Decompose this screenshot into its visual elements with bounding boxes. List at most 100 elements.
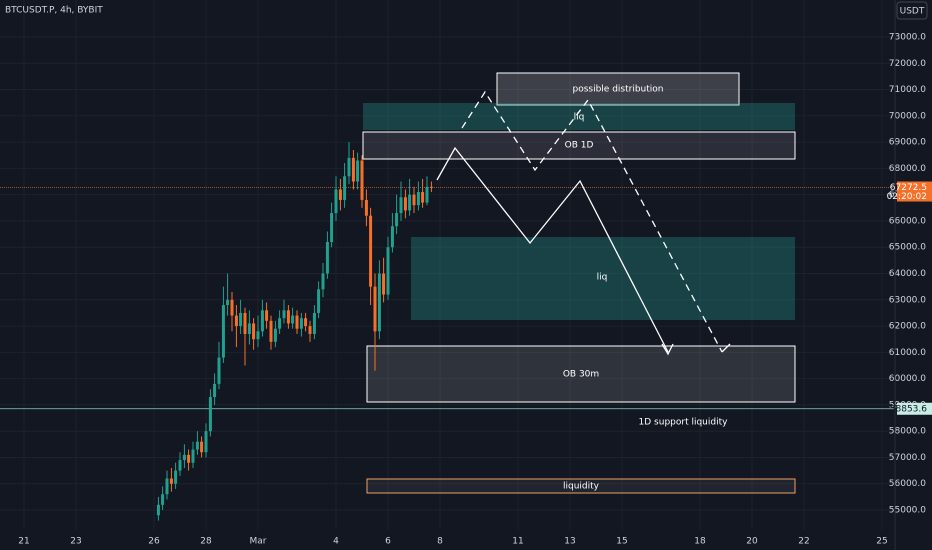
annotation: liq — [574, 113, 585, 123]
ob-box — [366, 345, 796, 403]
path-arrow — [436, 146, 669, 353]
candle-body — [213, 383, 217, 398]
x-tick-label: 4 — [333, 537, 339, 547]
last-price-label: 67272.5 — [890, 183, 927, 193]
x-tick-label: 13 — [564, 537, 575, 547]
currency-button[interactable] — [896, 1, 928, 20]
candle-body — [321, 273, 325, 290]
candle-body — [369, 215, 373, 287]
candle-body — [226, 299, 230, 306]
y-tick-label: 62000.0 — [889, 322, 926, 332]
liq-zone — [363, 103, 795, 130]
y-tick-label: 61000.0 — [889, 348, 926, 358]
support-tag — [897, 402, 932, 415]
candle-body — [182, 454, 186, 461]
annotation: liq — [597, 273, 608, 283]
candle-body — [399, 197, 403, 214]
y-tick-label: 65000.0 — [889, 243, 926, 253]
x-tick-label: 21 — [18, 537, 29, 547]
candle-body — [269, 320, 273, 342]
candle-body — [243, 312, 247, 334]
x-tick-label: 22 — [798, 537, 809, 547]
candle-body — [174, 470, 178, 484]
distribution-box — [496, 72, 740, 106]
candle-body — [165, 478, 169, 495]
y-tick-label: 69000.0 — [889, 138, 926, 148]
candle-body — [265, 310, 269, 321]
x-tick-label: 11 — [512, 537, 523, 547]
candle-body — [390, 226, 394, 248]
liq-zone — [411, 237, 795, 320]
x-tick-label: 23 — [70, 537, 81, 547]
candle-body — [217, 357, 221, 384]
y-tick-label: 70000.0 — [889, 111, 926, 121]
candle-body — [273, 328, 277, 342]
candle-body — [330, 213, 334, 242]
liquidity-box — [366, 478, 796, 494]
candle-body — [317, 289, 321, 313]
support-label: 58853.6 — [890, 404, 927, 414]
candle-body — [256, 331, 260, 340]
y-tick-label: 57000.0 — [889, 453, 926, 463]
candle-body — [161, 494, 165, 505]
candle-body — [403, 197, 407, 211]
candle-body — [252, 323, 256, 340]
currency-label[interactable]: USDT — [900, 7, 925, 17]
last-price-tag — [897, 181, 932, 202]
candle-body — [364, 199, 368, 216]
candle-body — [282, 310, 286, 319]
x-tick-label: 8 — [437, 537, 443, 547]
candle-body — [347, 157, 351, 177]
x-tick-label: 26 — [148, 537, 160, 547]
candle-body — [343, 176, 347, 200]
y-tick-label: 56000.0 — [889, 479, 926, 489]
annotation: liquidity — [563, 482, 600, 492]
candle-body — [169, 478, 173, 484]
candle-body — [247, 323, 251, 334]
candle-body — [386, 247, 390, 295]
annotation: 1D support liquidity — [639, 418, 729, 428]
x-tick-label: 18 — [694, 537, 706, 547]
y-tick-label: 66000.0 — [889, 216, 926, 226]
x-tick-label: 15 — [616, 537, 627, 547]
arrow-head — [721, 343, 731, 353]
candle-body — [356, 160, 360, 182]
candle-body — [416, 192, 420, 206]
candle-body — [382, 273, 386, 295]
candle-body — [429, 186, 433, 188]
y-tick-label: 58000.0 — [889, 427, 926, 437]
x-tick-label: 20 — [746, 537, 758, 547]
candle-body — [351, 157, 355, 182]
candle-body — [308, 326, 312, 334]
dashed-arrow — [461, 90, 723, 353]
y-tick-label: 71000.0 — [889, 85, 926, 95]
candle-body — [373, 286, 377, 332]
candle-body — [338, 189, 342, 200]
y-tick-label: 63000.0 — [889, 295, 926, 305]
symbol-title: BTCUSDT.P, 4h, BYBIT — [5, 6, 103, 16]
arrow-head — [661, 343, 674, 356]
candle-body — [360, 160, 364, 200]
candle-body — [230, 299, 234, 316]
x-tick-label: 25 — [876, 537, 887, 547]
candle-body — [408, 194, 412, 211]
ob-box — [362, 131, 796, 160]
candle-body — [334, 189, 338, 214]
candle-body — [295, 315, 299, 329]
y-tick-label: 64000.0 — [889, 269, 926, 279]
candle-body — [299, 318, 303, 329]
candle-body — [278, 318, 282, 329]
candle-body — [377, 273, 381, 332]
candle-body — [178, 460, 182, 471]
annotation: OB 30m — [563, 370, 599, 380]
candle-body — [325, 241, 329, 274]
y-tick-label: 68000.0 — [889, 164, 926, 174]
candle-body — [312, 312, 316, 334]
candle-body — [412, 194, 416, 206]
countdown: 02:20:02 — [887, 192, 927, 202]
candle-body — [239, 312, 243, 327]
annotations: possible distribution liq OB 1D liq OB 3… — [362, 72, 796, 494]
candle-body — [286, 310, 290, 324]
x-tick-label: Mar — [250, 537, 267, 547]
